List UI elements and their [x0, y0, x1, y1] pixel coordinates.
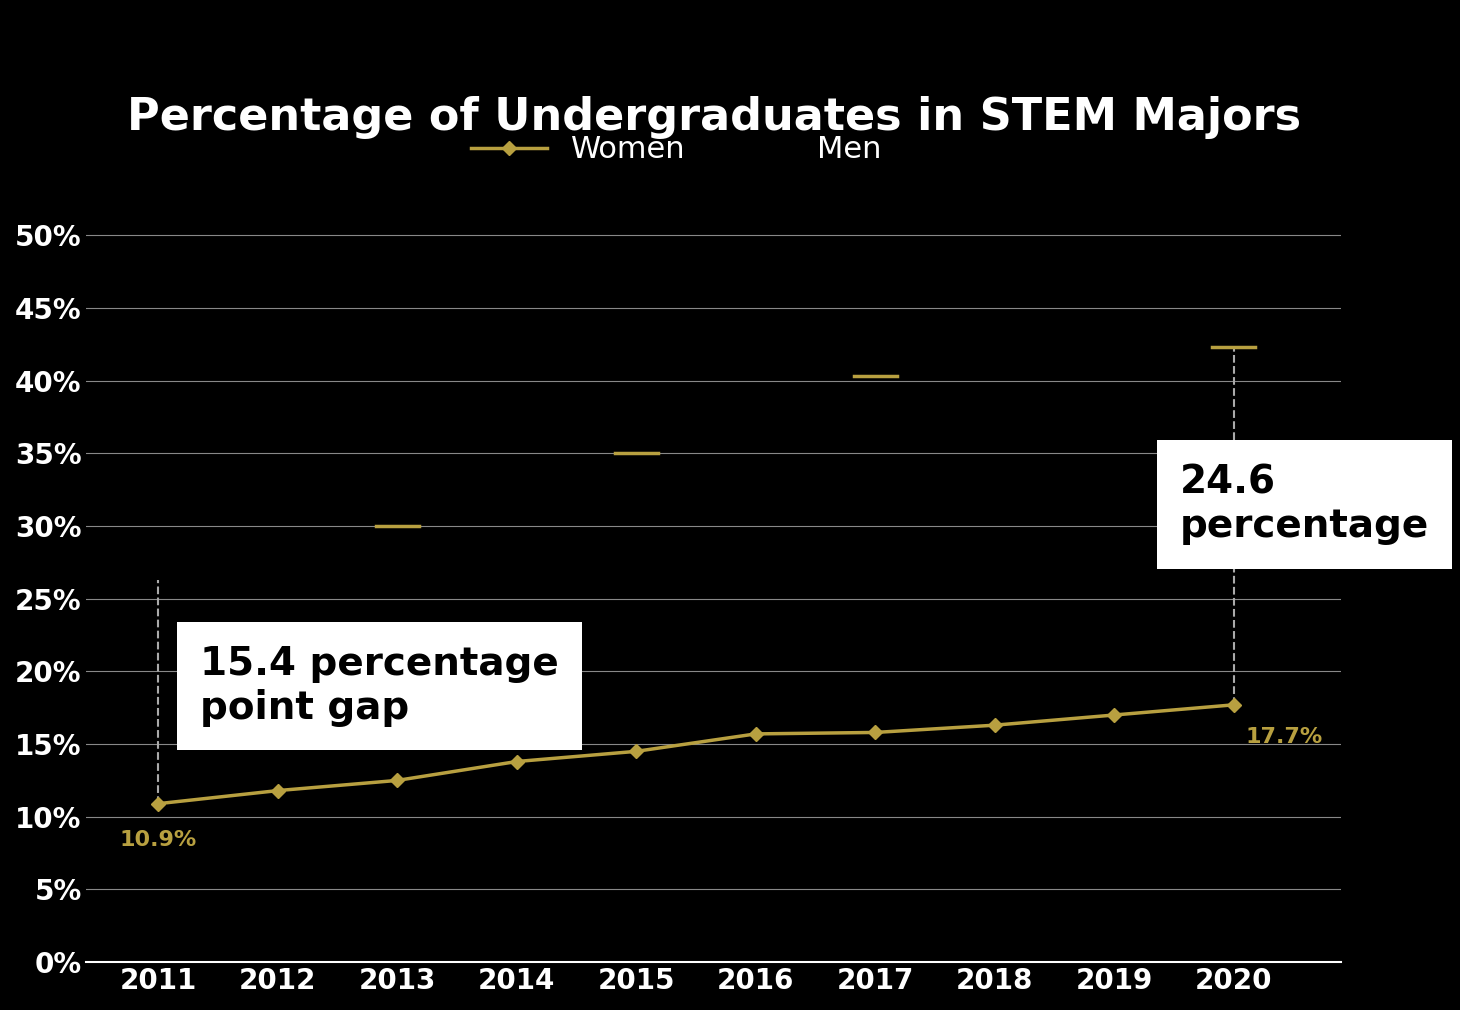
- Text: 10.9%: 10.9%: [120, 830, 197, 849]
- Text: 17.7%: 17.7%: [1245, 726, 1323, 746]
- Legend: Women, Men: Women, Men: [458, 123, 894, 177]
- Text: 24.6
percentage: 24.6 percentage: [1180, 464, 1429, 545]
- Text: 15.4 percentage
point gap: 15.4 percentage point gap: [200, 645, 559, 727]
- Title: Percentage of Undergraduates in STEM Majors: Percentage of Undergraduates in STEM Maj…: [127, 96, 1301, 138]
